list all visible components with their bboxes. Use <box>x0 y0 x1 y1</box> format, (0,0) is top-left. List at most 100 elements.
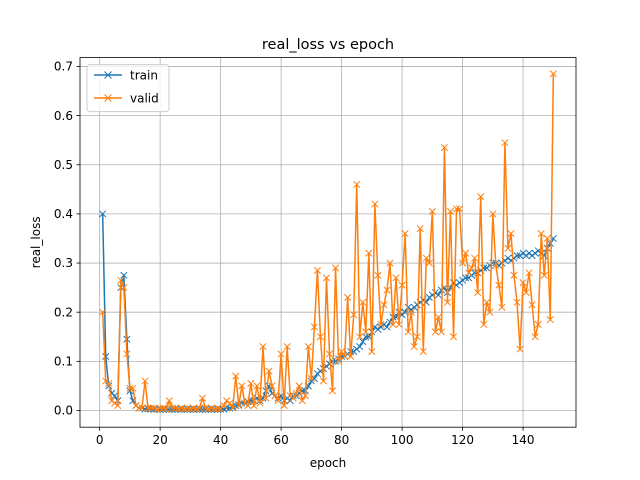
data-point-valid <box>519 279 527 287</box>
data-point-valid <box>474 288 482 297</box>
data-point-valid <box>398 281 406 289</box>
data-point-valid <box>244 402 252 410</box>
data-point-valid <box>126 384 134 392</box>
data-point-valid <box>99 308 107 316</box>
data-point-valid <box>410 343 418 351</box>
data-point-valid <box>319 377 328 385</box>
data-point-valid <box>395 320 403 329</box>
data-point-valid <box>256 399 264 407</box>
data-point-valid <box>322 274 331 282</box>
data-point-valid <box>368 347 376 356</box>
data-point-valid <box>483 298 491 306</box>
data-point-valid <box>471 254 479 262</box>
data-point-valid <box>168 404 176 412</box>
x-tick-label: 120 <box>451 433 474 447</box>
data-point-valid <box>229 404 237 412</box>
x-tick-label: 100 <box>391 433 414 447</box>
data-point-valid <box>344 293 352 302</box>
data-point-valid <box>304 343 312 351</box>
data-point-valid <box>280 402 288 410</box>
data-point-valid <box>428 207 436 215</box>
data-point-valid <box>313 266 321 274</box>
data-point-train <box>214 405 222 414</box>
data-point-valid <box>507 229 515 238</box>
data-point-valid <box>492 261 500 270</box>
y-tick-label: 0.0 <box>54 404 73 418</box>
data-point-valid <box>419 347 427 356</box>
data-point-valid <box>468 264 476 272</box>
legend-marker-train <box>104 71 112 79</box>
y-tick-label: 0.5 <box>54 158 73 172</box>
data-point-train <box>208 405 216 414</box>
data-point-valid <box>283 343 291 351</box>
series-valid <box>99 70 557 414</box>
data-point-train <box>513 252 521 260</box>
x-tick-label: 140 <box>512 433 535 447</box>
data-point-valid <box>310 323 318 331</box>
data-point-valid <box>359 298 367 306</box>
data-point-valid <box>528 301 536 309</box>
data-point-valid <box>341 352 349 360</box>
data-point-valid <box>404 328 412 336</box>
data-point-valid <box>259 343 267 351</box>
data-point-valid <box>274 397 282 405</box>
y-tick-label: 0.2 <box>54 305 73 319</box>
data-point-valid <box>522 288 530 297</box>
x-tick-label: 80 <box>334 433 349 447</box>
data-point-valid <box>277 350 285 358</box>
plot-frame <box>79 57 577 428</box>
data-point-valid <box>289 394 297 402</box>
data-point-valid <box>262 394 270 402</box>
data-point-valid <box>407 308 415 316</box>
data-point-valid <box>549 70 557 78</box>
x-axis-ticks: 0 20 40 60 80 100 120 140 <box>96 427 535 447</box>
legend-item-valid: valid <box>94 92 159 106</box>
data-point-valid <box>353 180 361 188</box>
data-point-train <box>120 271 128 279</box>
plot-area-background <box>80 57 576 428</box>
data-point-valid <box>226 399 234 407</box>
y-tick-label: 0.3 <box>54 256 73 270</box>
data-point-valid <box>392 274 400 282</box>
data-point-train <box>183 405 191 414</box>
data-point-valid <box>250 402 258 410</box>
data-point-valid <box>338 347 346 356</box>
data-point-train <box>310 374 318 383</box>
data-point-valid <box>531 333 539 341</box>
data-point-valid <box>253 382 261 390</box>
data-point-train <box>99 210 107 218</box>
data-point-valid <box>498 303 506 311</box>
legend-label-valid: valid <box>130 92 159 106</box>
data-point-train <box>195 405 204 414</box>
data-point-valid <box>165 397 173 405</box>
data-point-valid <box>268 382 276 390</box>
data-point-valid <box>431 328 439 336</box>
data-point-valid <box>501 139 509 147</box>
y-tick-label: 0.7 <box>54 60 73 74</box>
data-point-valid <box>362 328 370 336</box>
data-point-train <box>102 352 110 360</box>
legend-label-train: train <box>130 69 158 83</box>
data-point-valid <box>144 404 152 412</box>
y-tick-label: 0.4 <box>54 207 73 221</box>
x-tick-label: 60 <box>273 433 288 447</box>
data-point-valid <box>537 229 545 238</box>
legend-item-train: train <box>94 69 158 83</box>
data-point-train <box>383 323 391 331</box>
data-point-valid <box>156 404 164 412</box>
y-tick-label: 0.1 <box>54 355 73 369</box>
data-point-valid <box>105 379 113 388</box>
data-point-valid <box>316 333 324 341</box>
data-point-valid <box>446 207 455 215</box>
data-point-valid <box>449 333 458 341</box>
data-point-valid <box>325 350 334 358</box>
data-point-valid <box>516 345 524 353</box>
data-point-valid <box>328 387 337 395</box>
data-point-valid <box>513 298 521 306</box>
data-point-valid <box>443 298 452 306</box>
data-point-valid <box>295 382 303 390</box>
data-point-valid <box>480 320 488 329</box>
data-point-valid <box>292 389 300 397</box>
data-point-valid <box>465 269 473 277</box>
